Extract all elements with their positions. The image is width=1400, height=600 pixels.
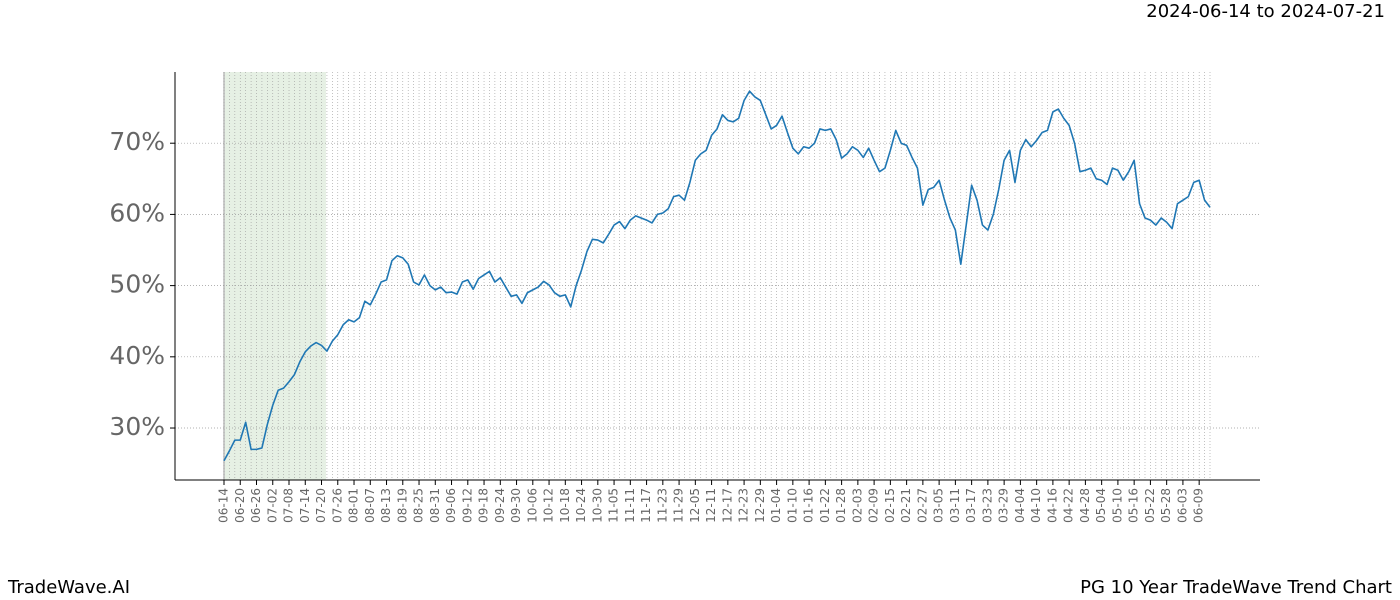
x-tick-label: 04-04 — [1013, 488, 1027, 523]
x-tick-label: 05-22 — [1143, 488, 1157, 523]
x-tick-label: 03-29 — [997, 488, 1011, 523]
x-tick-label: 12-23 — [737, 488, 751, 523]
x-tick-label: 09-30 — [509, 488, 523, 523]
x-tick-label: 12-05 — [688, 488, 702, 523]
chart-title: 2024-06-14 to 2024-07-21 — [1146, 1, 1385, 22]
x-tick-label: 10-12 — [542, 488, 556, 523]
x-tick-label: 05-10 — [1110, 488, 1124, 523]
x-tick-label: 01-22 — [818, 488, 832, 523]
x-tick-label: 03-23 — [980, 488, 994, 523]
x-tick-label: 10-06 — [525, 488, 539, 523]
x-tick-label: 10-30 — [590, 488, 604, 523]
x-tick-label: 06-09 — [1192, 488, 1206, 523]
x-tick-label: 04-28 — [1078, 488, 1092, 523]
footer-caption: PG 10 Year TradeWave Trend Chart — [1080, 577, 1392, 598]
x-tick-label: 05-04 — [1094, 488, 1108, 523]
x-tick-label: 02-21 — [899, 488, 913, 523]
x-tick-label: 02-03 — [850, 488, 864, 523]
x-tick-label: 08-19 — [395, 488, 409, 523]
x-tick-label: 07-14 — [298, 488, 312, 523]
x-tick-label: 05-28 — [1159, 488, 1173, 523]
x-tick-label: 01-04 — [769, 488, 783, 523]
x-tick-label: 08-13 — [379, 488, 393, 523]
x-tick-label: 11-05 — [607, 488, 621, 523]
y-tick-label: 30% — [109, 412, 165, 441]
x-tick-label: 06-26 — [249, 488, 263, 523]
y-tick-label: 70% — [109, 127, 165, 156]
footer-brand: TradeWave.AI — [7, 577, 130, 598]
x-tick-label: 04-16 — [1045, 488, 1059, 523]
x-tick-label: 02-27 — [915, 488, 929, 523]
highlight-range — [224, 72, 326, 480]
y-tick-label: 50% — [109, 270, 165, 299]
x-tick-label: 11-17 — [639, 488, 653, 523]
x-tick-label: 12-29 — [753, 488, 767, 523]
x-tick-label: 09-06 — [444, 488, 458, 523]
x-tick-label: 02-15 — [883, 488, 897, 523]
x-tick-label: 01-10 — [785, 488, 799, 523]
x-tick-label: 11-11 — [623, 488, 637, 523]
x-tick-label: 07-20 — [314, 488, 328, 523]
x-tick-label: 12-11 — [704, 488, 718, 523]
x-tick-label: 08-31 — [428, 488, 442, 523]
x-tick-label: 08-25 — [412, 488, 426, 523]
x-tick-label: 03-17 — [964, 488, 978, 523]
x-tick-label: 04-10 — [1029, 488, 1043, 523]
x-tick-label: 10-18 — [558, 488, 572, 523]
y-tick-label: 40% — [109, 341, 165, 370]
x-tick-label: 07-26 — [330, 488, 344, 523]
x-tick-label: 09-18 — [477, 488, 491, 523]
x-tick-label: 06-14 — [217, 488, 231, 523]
x-tick-label: 06-03 — [1175, 488, 1189, 523]
y-tick-label: 60% — [109, 198, 165, 227]
trend-line — [223, 90, 1211, 462]
x-tick-label: 02-09 — [867, 488, 881, 523]
x-tick-label: 01-16 — [802, 488, 816, 523]
x-tick-label: 09-24 — [493, 488, 507, 523]
x-tick-label: 09-12 — [460, 488, 474, 523]
x-tick-label: 07-02 — [265, 488, 279, 523]
x-tick-label: 03-11 — [948, 488, 962, 523]
x-tick-label: 04-22 — [1062, 488, 1076, 523]
x-tick-label: 08-01 — [347, 488, 361, 523]
x-tick-label: 06-20 — [233, 488, 247, 523]
x-tick-label: 10-24 — [574, 488, 588, 523]
x-tick-label: 07-08 — [282, 488, 296, 523]
x-tick-label: 12-17 — [720, 488, 734, 523]
x-tick-label: 05-16 — [1127, 488, 1141, 523]
x-tick-label: 03-05 — [932, 488, 946, 523]
x-tick-label: 11-29 — [672, 488, 686, 523]
x-tick-label: 01-28 — [834, 488, 848, 523]
x-tick-label: 11-23 — [655, 488, 669, 523]
x-tick-label: 08-07 — [363, 488, 377, 523]
